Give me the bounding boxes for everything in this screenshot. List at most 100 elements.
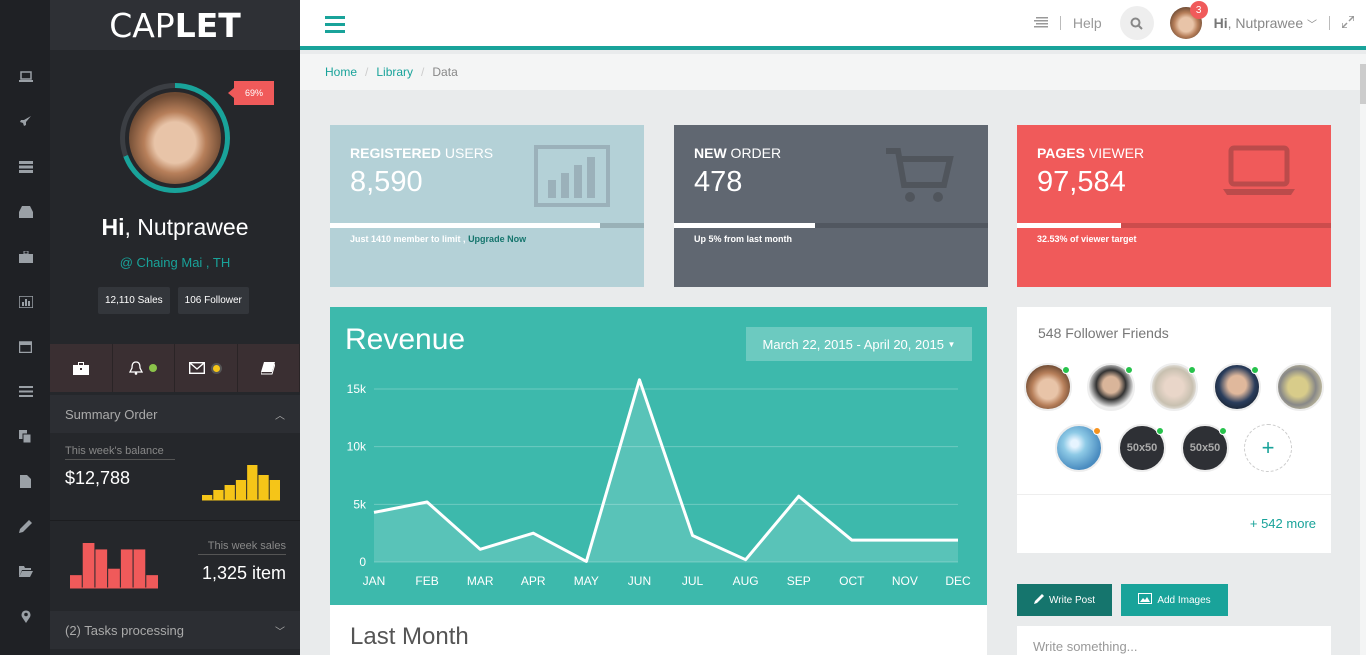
tasks-header[interactable]: (2) Tasks processing ﹀ [50, 611, 300, 649]
logo[interactable]: CAP LET [50, 0, 300, 50]
cart-icon [886, 148, 954, 202]
balance-bar [213, 490, 224, 500]
messages-button[interactable] [175, 344, 238, 392]
bar-chart-icon[interactable] [18, 295, 33, 308]
add-images-button[interactable]: Add Images [1121, 584, 1228, 616]
card-value: 8,590 [350, 166, 423, 198]
follower-chip: 106 Follower [177, 287, 249, 314]
copy-icon[interactable] [18, 430, 33, 443]
card-title: REGISTERED USERS [350, 145, 494, 161]
upgrade-link[interactable]: Upgrade Now [468, 234, 527, 244]
notifications-button[interactable] [113, 344, 175, 392]
balance-sparkline [202, 465, 280, 501]
x-tick-label: APR [521, 574, 546, 588]
map-marker-icon[interactable] [18, 610, 33, 623]
scrollbar[interactable] [1360, 54, 1366, 655]
calendar-icon[interactable] [18, 340, 33, 353]
summary-order-header[interactable]: Summary Order ︿ [50, 395, 300, 433]
briefcase-icon[interactable] [18, 250, 33, 263]
envelope-icon [189, 362, 206, 374]
last-month-panel: Last Month [330, 605, 987, 655]
sales-bar [70, 575, 82, 588]
last-month-title: Last Month [350, 623, 469, 650]
table-icon[interactable] [18, 160, 33, 173]
balance-bar [258, 475, 269, 500]
pen-icon[interactable] [18, 520, 33, 533]
friend-avatar-placeholder[interactable]: 50x50 [1181, 424, 1229, 472]
location: @ Chaing Mai , TH [119, 255, 231, 270]
sales-bar [82, 543, 95, 588]
progress-bar [674, 223, 816, 228]
revenue-title: Revenue [345, 323, 466, 356]
laptop-icon [1223, 145, 1295, 195]
laptop-icon[interactable] [18, 70, 33, 83]
friend-avatar[interactable] [1087, 363, 1135, 411]
x-tick-label: MAY [574, 574, 599, 588]
top-bar: Help 3 Hi, Nutprawee ﹀ [300, 0, 1366, 50]
balance-bar [269, 480, 280, 500]
sales-bar [108, 568, 120, 588]
book-button[interactable] [238, 344, 300, 392]
profile-sidebar: CAP LET 69% Hi, Nutprawee @ Chaing Mai , … [50, 0, 300, 655]
x-tick-label: JAN [363, 574, 386, 588]
sales-sparkline [70, 543, 158, 589]
x-tick-label: NOV [892, 574, 918, 588]
card-title: PAGES VIEWER [1037, 145, 1145, 161]
follower-friends-title: 548 Follower Friends [1038, 325, 1169, 341]
inbox-icon[interactable] [18, 205, 33, 218]
status-dot [211, 362, 223, 374]
friend-avatar[interactable] [1276, 363, 1324, 411]
briefcase-button[interactable] [50, 344, 113, 392]
breadcrumb: Home / Library / Data [300, 54, 1360, 90]
file-icon[interactable] [18, 475, 33, 488]
chevron-down-icon: ﹀ [275, 626, 285, 638]
x-tick-label: JUL [682, 574, 704, 588]
pencil-icon [1034, 593, 1045, 607]
book-icon [261, 361, 276, 374]
friend-avatar[interactable] [1213, 363, 1261, 411]
friend-avatar[interactable] [1055, 424, 1103, 472]
user-avatar[interactable]: 3 [1169, 1, 1208, 39]
bell-icon [129, 361, 144, 375]
date-range-picker[interactable]: March 22, 2015 - April 20, 2015 ▼ [746, 327, 972, 361]
avatar[interactable] [125, 88, 225, 188]
progress-bar [1017, 223, 1121, 228]
folder-open-icon[interactable] [18, 565, 33, 578]
balance-bar [202, 495, 213, 500]
friend-avatar[interactable] [1024, 363, 1072, 411]
breadcrumb-library[interactable]: Library [376, 65, 414, 79]
list-icon[interactable] [1033, 15, 1048, 31]
plus-icon: + [1261, 435, 1275, 460]
friend-avatar[interactable] [1150, 363, 1198, 411]
icon-sidebar [0, 0, 50, 655]
fullscreen-icon[interactable] [1341, 15, 1355, 31]
write-input[interactable]: Write something... [1017, 626, 1331, 655]
bar-chart-icon [534, 145, 610, 207]
sales-chip: 12,110 Sales [98, 287, 170, 314]
write-post-button[interactable]: Write Post [1017, 584, 1112, 616]
revenue-panel: Revenue March 22, 2015 - April 20, 2015 … [330, 307, 987, 605]
sales-bar [95, 549, 108, 588]
revenue-chart: 0 5k 10k 15k JAN FEB MAR APR MAY JUN JUL AUG SEP OCT N… [347, 378, 971, 588]
user-menu[interactable]: Hi, Nutprawee ﹀ [1213, 15, 1317, 31]
more-friends-link[interactable]: + 542 more [1249, 516, 1316, 531]
new-order-card: NEW ORDER 478 Up 5% from last month [674, 125, 988, 287]
x-tick-label: OCT [839, 574, 865, 588]
list-icon[interactable] [18, 385, 33, 398]
friend-avatar-placeholder[interactable]: 50x50 [1118, 424, 1166, 472]
balance-bar [224, 485, 235, 500]
rocket-icon[interactable] [18, 115, 33, 128]
x-tick-label: AUG [733, 574, 759, 588]
x-tick-label: JUN [628, 574, 651, 588]
balance-bar [247, 465, 258, 500]
chevron-up-icon: ︿ [275, 410, 285, 422]
quick-actions [50, 344, 300, 392]
x-tick-label: MAR [467, 574, 494, 588]
chevron-down-icon: ﹀ [1307, 20, 1317, 31]
revenue-line [373, 378, 958, 563]
help-link[interactable]: Help [1072, 15, 1102, 31]
menu-toggle-icon[interactable] [325, 16, 345, 33]
search-button[interactable] [1119, 6, 1154, 40]
add-friend-button[interactable]: + [1244, 424, 1292, 472]
breadcrumb-home[interactable]: Home [325, 65, 358, 79]
